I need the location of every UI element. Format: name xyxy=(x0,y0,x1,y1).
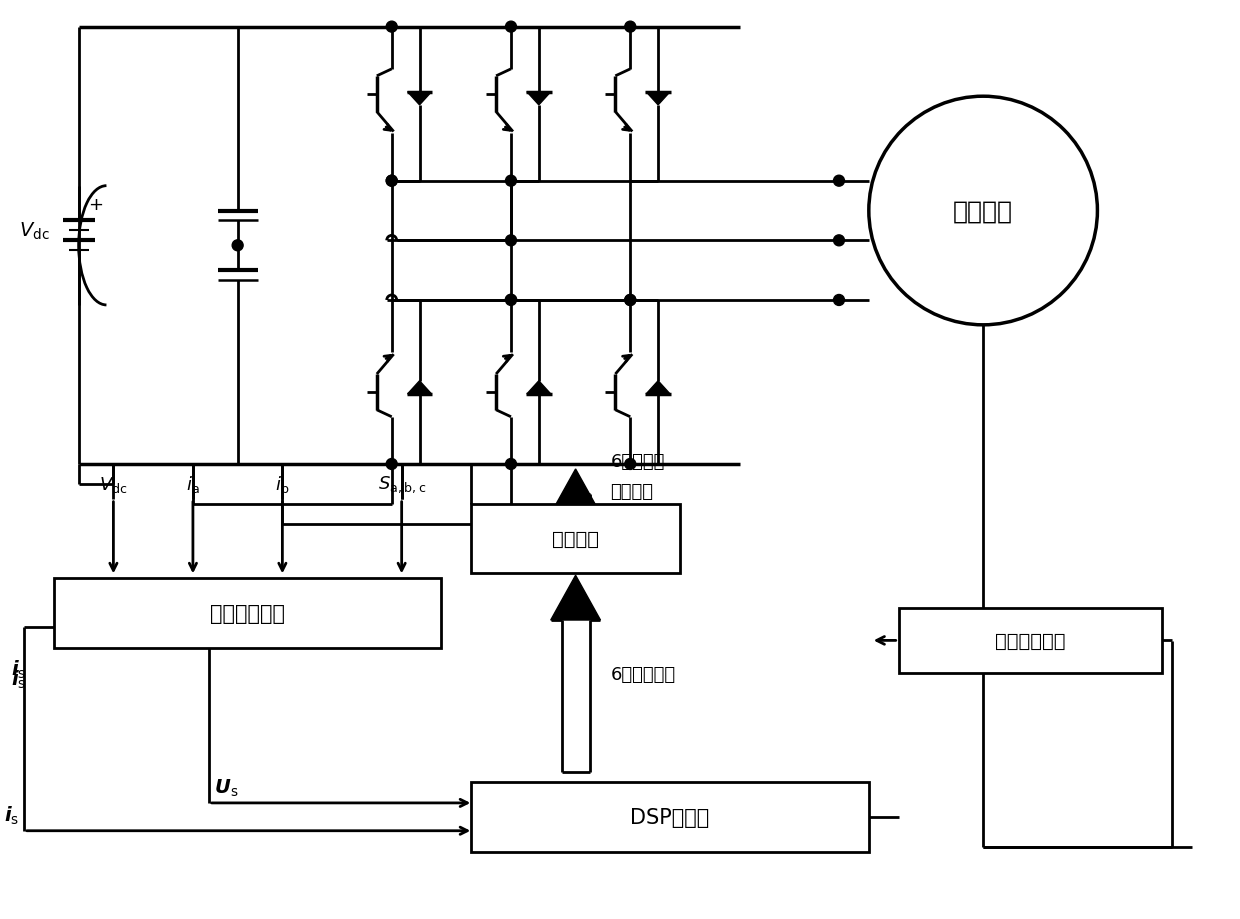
Text: 驱动脉冲: 驱动脉冲 xyxy=(610,482,653,501)
Text: $i_{\mathrm{b}}$: $i_{\mathrm{b}}$ xyxy=(275,473,290,494)
Polygon shape xyxy=(551,575,600,620)
Text: $V_{\mathrm{dc}}$: $V_{\mathrm{dc}}$ xyxy=(19,221,50,242)
Text: 驱动电路: 驱动电路 xyxy=(552,529,599,549)
Polygon shape xyxy=(527,93,551,106)
Circle shape xyxy=(833,235,844,246)
Circle shape xyxy=(386,176,397,187)
Text: 6路开关信号: 6路开关信号 xyxy=(610,665,676,683)
Text: $\boldsymbol{U}_{\mathrm{s}}$: $\boldsymbol{U}_{\mathrm{s}}$ xyxy=(213,777,238,798)
Text: $\boldsymbol{i}_{\mathrm{s}}$: $\boldsymbol{i}_{\mathrm{s}}$ xyxy=(11,668,26,690)
Text: $\boldsymbol{i}_{\mathrm{s}}$: $\boldsymbol{i}_{\mathrm{s}}$ xyxy=(11,658,26,680)
Circle shape xyxy=(386,22,397,33)
Circle shape xyxy=(386,176,397,187)
Circle shape xyxy=(625,295,636,306)
Text: $V_{\mathrm{dc}}$: $V_{\mathrm{dc}}$ xyxy=(99,474,128,494)
Circle shape xyxy=(506,235,516,246)
Circle shape xyxy=(232,241,243,252)
Circle shape xyxy=(506,295,516,306)
Text: 电压电流采样: 电压电流采样 xyxy=(210,604,285,623)
Circle shape xyxy=(625,459,636,470)
Circle shape xyxy=(625,22,636,33)
Bar xyxy=(471,505,680,573)
Text: 永磁电机: 永磁电机 xyxy=(954,199,1013,223)
Text: 转子位置检测: 转子位置检测 xyxy=(994,631,1065,650)
Circle shape xyxy=(625,295,636,306)
Text: +: + xyxy=(88,197,104,214)
Circle shape xyxy=(833,295,844,306)
Bar xyxy=(471,782,869,852)
Text: $S_{\mathrm{a,b,c}}$: $S_{\mathrm{a,b,c}}$ xyxy=(377,473,425,494)
Text: $\boldsymbol{i}_{\mathrm{s}}$: $\boldsymbol{i}_{\mathrm{s}}$ xyxy=(4,803,19,826)
Circle shape xyxy=(506,22,516,33)
Polygon shape xyxy=(551,470,600,514)
Bar xyxy=(53,579,441,648)
Polygon shape xyxy=(646,381,670,394)
Polygon shape xyxy=(527,381,551,394)
Circle shape xyxy=(386,459,397,470)
Text: DSP控制器: DSP控制器 xyxy=(630,807,709,827)
Text: $i_{\mathrm{a}}$: $i_{\mathrm{a}}$ xyxy=(186,473,200,494)
Text: 6路逆变器: 6路逆变器 xyxy=(610,453,665,471)
Circle shape xyxy=(506,176,516,187)
Circle shape xyxy=(833,176,844,187)
Polygon shape xyxy=(646,93,670,106)
Bar xyxy=(899,608,1162,673)
Circle shape xyxy=(506,459,516,470)
Polygon shape xyxy=(408,381,432,394)
Polygon shape xyxy=(408,93,432,106)
